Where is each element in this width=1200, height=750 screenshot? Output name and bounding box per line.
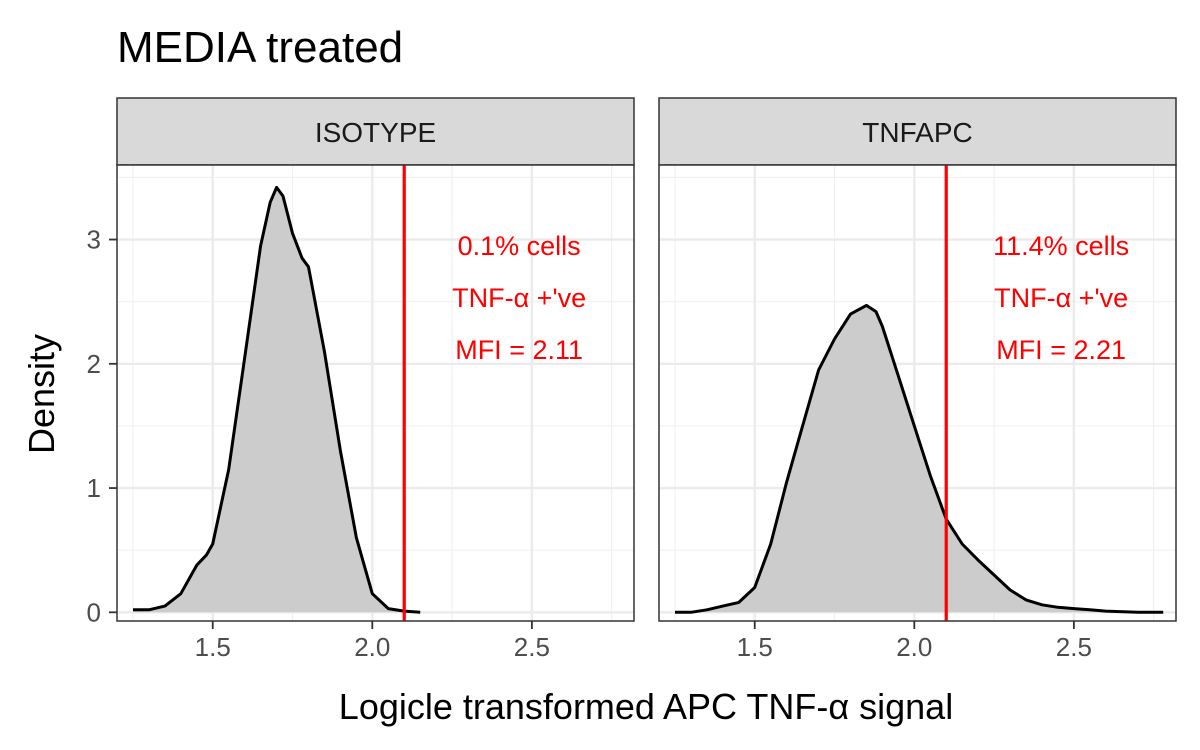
- annotation-line: 11.4% cells: [993, 231, 1129, 261]
- y-tick-label: 0: [87, 597, 101, 627]
- annotation-line: MFI = 2.11: [455, 335, 583, 365]
- x-tick-label: 2.0: [354, 632, 390, 662]
- facet-strip: [116, 97, 635, 166]
- annotation-line: TNF-α +'ve: [452, 283, 586, 313]
- density-line: [133, 185, 421, 614]
- x-axis-title: Logicle transformed APC TNF-α signal: [339, 686, 953, 727]
- x-tick-label: 2.5: [1056, 632, 1092, 662]
- x-tick-label: 2.5: [514, 632, 550, 662]
- chart-title: MEDIA treated: [117, 23, 403, 72]
- y-tick-label: 1: [87, 473, 101, 503]
- annotation-line: MFI = 2.21: [996, 335, 1126, 365]
- density-area: [675, 305, 1164, 613]
- facet-panel-isotype: ISOTYPE 0.1% cells TNF-α +'ve MFI = 2.11 1.5…: [87, 97, 635, 662]
- facet-strip-label: TNFAPC: [862, 117, 972, 148]
- annotation-line: TNF-α +'ve: [994, 283, 1128, 313]
- x-tick-label: 1.5: [737, 632, 773, 662]
- y-tick-label: 3: [87, 225, 101, 255]
- plot-background: [117, 165, 634, 621]
- density-area: [133, 187, 421, 613]
- facet-panel-tnfapc: TNFAPC 11.4% cells TNF-α +'ve MFI = 2.21 1.5…: [658, 97, 1177, 662]
- x-tick-label: 2.0: [896, 632, 932, 662]
- facet-panels: ISOTYPE 0.1% cells TNF-α +'ve MFI = 2.11 1.5…: [87, 97, 1177, 662]
- density-line: [675, 303, 1164, 614]
- y-axis-title: Density: [21, 334, 62, 454]
- annotation-line: 0.1% cells: [458, 231, 581, 261]
- facet-strip: [658, 97, 1177, 166]
- x-tick-label: 1.5: [195, 632, 231, 662]
- panel-border: [116, 164, 635, 622]
- panel-border: [658, 164, 1177, 622]
- facet-strip-label: ISOTYPE: [315, 117, 436, 148]
- y-tick-label: 2: [87, 349, 101, 379]
